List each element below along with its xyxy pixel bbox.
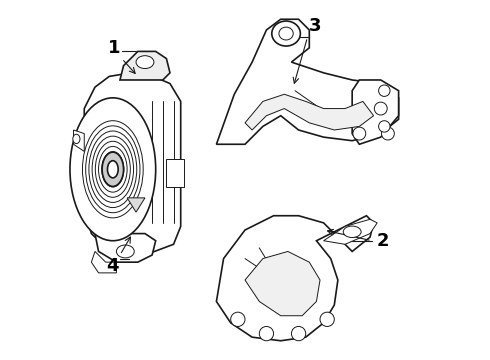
Ellipse shape — [117, 245, 134, 258]
Polygon shape — [245, 251, 320, 316]
Ellipse shape — [353, 127, 366, 140]
Ellipse shape — [374, 102, 387, 115]
Polygon shape — [245, 94, 373, 130]
Ellipse shape — [73, 134, 80, 144]
Text: 4: 4 — [107, 257, 119, 275]
Polygon shape — [217, 216, 373, 341]
Ellipse shape — [320, 312, 334, 327]
Text: 3: 3 — [308, 17, 321, 35]
Ellipse shape — [379, 85, 390, 96]
Text: 1: 1 — [108, 39, 121, 57]
Polygon shape — [92, 251, 117, 273]
Polygon shape — [323, 219, 377, 244]
Polygon shape — [352, 80, 398, 144]
Polygon shape — [217, 19, 398, 144]
Ellipse shape — [343, 226, 361, 238]
Ellipse shape — [231, 312, 245, 327]
Polygon shape — [127, 198, 145, 212]
Text: 2: 2 — [376, 232, 389, 250]
Ellipse shape — [70, 98, 156, 241]
Ellipse shape — [102, 152, 123, 186]
Ellipse shape — [379, 121, 390, 132]
Polygon shape — [167, 158, 184, 187]
Ellipse shape — [259, 327, 273, 341]
Polygon shape — [74, 130, 84, 152]
Polygon shape — [84, 73, 181, 258]
Ellipse shape — [292, 327, 306, 341]
Polygon shape — [120, 51, 170, 80]
Ellipse shape — [279, 27, 293, 40]
Polygon shape — [95, 234, 156, 262]
Ellipse shape — [381, 127, 394, 140]
Ellipse shape — [136, 56, 154, 68]
Ellipse shape — [272, 21, 300, 46]
Ellipse shape — [107, 161, 118, 178]
